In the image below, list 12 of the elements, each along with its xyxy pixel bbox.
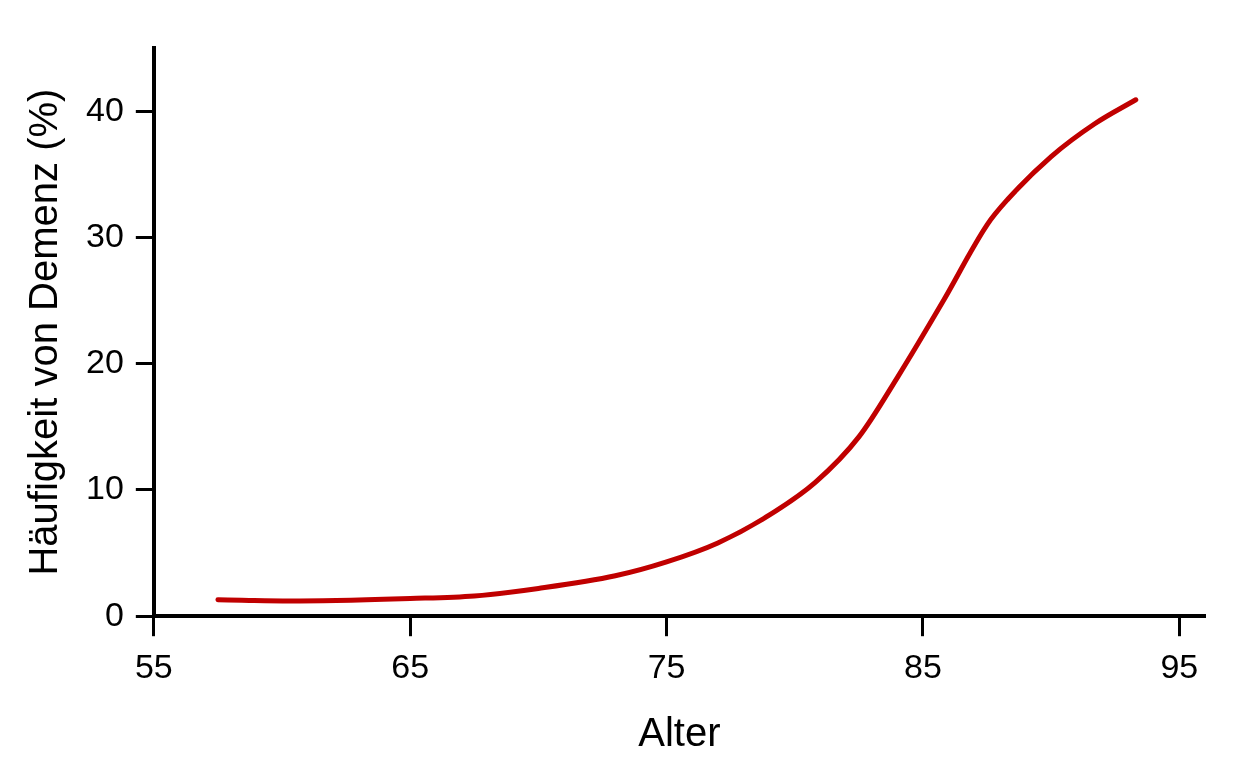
y-tick-label: 30 [85, 215, 124, 254]
y-tick-label: 0 [104, 594, 124, 633]
y-tick-label: 20 [85, 342, 124, 381]
x-tick-label: 85 [904, 646, 942, 685]
y-tick-label: 40 [85, 89, 124, 128]
y-tick-label: 10 [85, 468, 124, 507]
x-tick-label: 95 [1160, 646, 1199, 685]
x-tick-label: 55 [134, 646, 173, 685]
x-tick-label: 75 [647, 646, 686, 685]
x-axis-title: Alter [638, 710, 721, 755]
y-axis-title: Häufigkeit von Demenz (%) [21, 88, 66, 576]
x-tick-label: 65 [391, 646, 430, 685]
